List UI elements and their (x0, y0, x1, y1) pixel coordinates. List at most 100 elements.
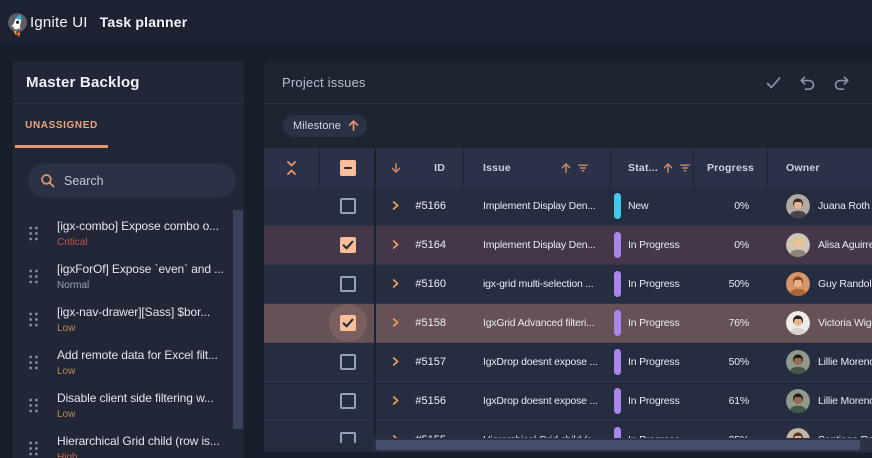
expand-cell (264, 226, 320, 264)
row-checkbox[interactable] (340, 198, 356, 214)
drag-handle-icon[interactable] (28, 441, 39, 456)
row-checkbox[interactable] (340, 237, 356, 253)
backlog-item[interactable]: [igx-combo] Expose combo o... Critical (13, 212, 233, 255)
indeterminate-checkbox-icon (339, 159, 356, 176)
status-color-bar (614, 232, 621, 258)
backlog-item-severity: High (57, 451, 78, 458)
expand-cell (264, 187, 320, 225)
row-expand-icon[interactable] (390, 278, 402, 290)
row-checkbox[interactable] (340, 276, 356, 292)
sidebar-title: Master Backlog (26, 73, 140, 91)
backlog-item-title: Add remote data for Excel filt... (57, 347, 218, 362)
commit-changes-icon[interactable] (765, 74, 782, 91)
cell-issue: IgxGrid Advanced filteri... (483, 317, 595, 329)
checkbox-cell (320, 226, 376, 264)
checkbox-cell (320, 265, 376, 303)
issue-cell: IgxDrop doesnt expose ... (464, 382, 611, 420)
grid-row[interactable]: #5157 IgxDrop doesnt expose ... In Progres… (264, 343, 872, 382)
search-icon (41, 174, 55, 188)
horizontal-scrollbar-thumb[interactable] (376, 440, 860, 450)
cell-id: #5164 (415, 239, 446, 251)
id-cell: #5160 (376, 265, 464, 303)
ignite-ui-logo-icon (8, 12, 27, 37)
row-expand-icon[interactable] (390, 356, 402, 368)
cell-status: In Progress (628, 239, 680, 251)
collapse-all-icon (287, 160, 296, 175)
main-header: Project issues (264, 61, 872, 104)
column-header-progress[interactable]: Progress (694, 148, 768, 187)
select-all-checkbox[interactable] (320, 148, 376, 187)
search-input[interactable]: Search (28, 163, 236, 198)
status-cell: In Progress (611, 343, 694, 381)
grid-row[interactable]: #5160 igx-grid multi-selection ... In Prog… (264, 265, 872, 304)
id-cell: #5164 (376, 226, 464, 264)
issue-cell: Implement Display Den... (464, 226, 611, 264)
backlog-item-title: [igx-nav-drawer][Sass] $bor... (57, 304, 211, 319)
sidebar-tabs: UNASSIGNED (13, 104, 244, 148)
owner-cell: Guy Randolph (768, 265, 872, 303)
cell-owner: Victoria Wiggins (818, 317, 872, 329)
avatar (786, 194, 810, 218)
drag-handle-icon[interactable] (28, 312, 39, 327)
search-placeholder: Search (64, 173, 104, 188)
grid-row[interactable]: #5158 IgxGrid Advanced filteri... In Progr… (264, 304, 872, 343)
cell-owner: Lillie Moreno (818, 356, 872, 368)
backlog-item-severity: Critical (57, 236, 88, 248)
tab-unassigned[interactable]: UNASSIGNED (25, 120, 98, 131)
backlog-item[interactable]: Hierarchical Grid child (row is... High (13, 427, 233, 458)
row-checkbox[interactable] (340, 315, 356, 331)
row-expand-icon[interactable] (390, 395, 402, 407)
sort-asc-icon (348, 120, 359, 131)
horizontal-scrollbar[interactable] (374, 438, 872, 452)
column-header-id[interactable]: ID (376, 148, 464, 187)
expand-cell (264, 382, 320, 420)
redo-icon[interactable] (833, 74, 850, 91)
undo-icon[interactable] (799, 74, 816, 91)
row-checkbox[interactable] (340, 354, 356, 370)
backlog-item[interactable]: [igxForOf] Expose `even` and ... Normal (13, 255, 233, 298)
backlog-item-title: Hierarchical Grid child (row is... (57, 433, 220, 448)
grid-row[interactable]: #5156 IgxDrop doesnt expose ... In Progres… (264, 382, 872, 421)
drag-handle-icon[interactable] (28, 269, 39, 284)
column-header-status[interactable]: Stat... (611, 148, 694, 187)
cell-issue: IgxDrop doesnt expose ... (483, 356, 598, 368)
drag-handle-icon[interactable] (28, 398, 39, 413)
cell-issue: igx-grid multi-selection ... (483, 278, 594, 290)
expand-cell (264, 343, 320, 381)
sort-asc-icon[interactable] (662, 162, 674, 174)
sidebar-scrollbar[interactable] (233, 210, 243, 458)
backlog-item-title: [igx-combo] Expose combo o... (57, 218, 219, 233)
id-cell: #5158 (376, 304, 464, 342)
cell-id: #5160 (415, 278, 446, 290)
issue-cell: IgxDrop doesnt expose ... (464, 343, 611, 381)
drag-handle-icon[interactable] (28, 355, 39, 370)
backlog-item[interactable]: [igx-nav-drawer][Sass] $bor... Low (13, 298, 233, 341)
grid-row[interactable]: #5164 Implement Display Den... In Progress… (264, 226, 872, 265)
sort-asc-icon[interactable] (560, 162, 572, 174)
header-icons (662, 162, 691, 174)
row-expand-icon[interactable] (390, 239, 402, 251)
owner-cell: Victoria Wiggins (768, 304, 872, 342)
column-header-issue[interactable]: Issue (464, 148, 611, 187)
progress-cell: 61% (694, 382, 768, 420)
column-header-owner[interactable]: Owner (786, 161, 820, 174)
sidebar-scrollbar-thumb[interactable] (233, 210, 243, 429)
filter-icon[interactable] (679, 162, 691, 174)
cell-progress: 50% (728, 278, 750, 290)
avatar (786, 389, 810, 413)
checkbox-cell (320, 187, 376, 225)
backlog-item[interactable]: Disable client side filtering w... Low (13, 384, 233, 427)
collapse-all-header-cell[interactable] (264, 148, 320, 187)
row-expand-icon[interactable] (390, 317, 402, 329)
backlog-item[interactable]: Add remote data for Excel filt... Low (13, 341, 233, 384)
sort-desc-icon[interactable] (390, 162, 402, 174)
row-expand-icon[interactable] (390, 200, 402, 212)
drag-handle-icon[interactable] (28, 226, 39, 241)
cell-id: #5157 (415, 356, 446, 368)
milestone-sort-chip[interactable]: Milestone (283, 114, 367, 137)
row-checkbox[interactable] (340, 393, 356, 409)
tab-indicator (15, 145, 108, 148)
cell-owner: Juana Roth (818, 200, 870, 212)
filter-icon[interactable] (577, 162, 589, 174)
grid-row[interactable]: #5166 Implement Display Den... New 0% Juana … (264, 187, 872, 226)
